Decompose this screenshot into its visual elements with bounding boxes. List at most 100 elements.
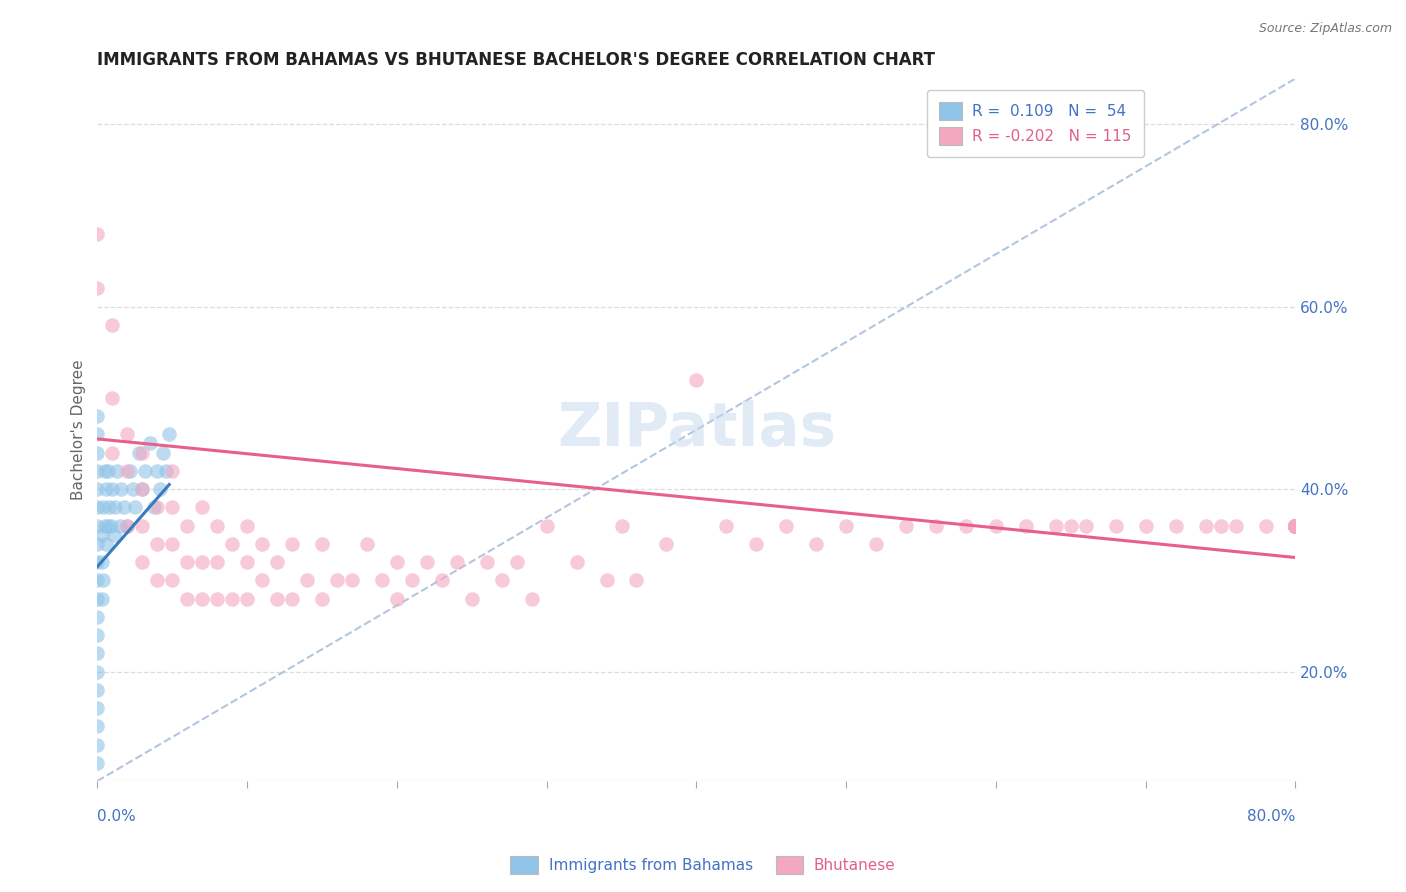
Point (340, 574, 363, 588)
Point (835, 518, 858, 533)
Point (281, 537, 304, 551)
Point (205, 591, 228, 606)
Point (90, 555, 112, 569)
Point (86, 227, 108, 241)
Point (110, 482, 132, 496)
Point (1284, 518, 1306, 533)
Point (155, 464, 177, 478)
Point (191, 591, 214, 606)
Point (146, 537, 169, 551)
Point (96, 537, 118, 551)
Point (1284, 518, 1306, 533)
Point (491, 574, 513, 588)
Point (149, 482, 172, 496)
Point (1284, 518, 1306, 533)
Point (221, 591, 243, 606)
Point (86, 738, 108, 752)
Point (86, 500, 108, 515)
Point (146, 574, 169, 588)
Point (98, 500, 121, 515)
Point (103, 527, 125, 541)
Point (250, 574, 273, 588)
Point (86, 445, 108, 459)
Point (385, 555, 408, 569)
Point (371, 574, 394, 588)
Point (416, 555, 439, 569)
Point (236, 518, 259, 533)
Point (1284, 518, 1306, 533)
Point (716, 518, 738, 533)
Point (520, 591, 543, 606)
Point (1284, 518, 1306, 533)
Point (281, 591, 304, 606)
Point (221, 537, 243, 551)
Point (430, 574, 453, 588)
Point (626, 574, 648, 588)
Point (117, 464, 139, 478)
Point (1194, 518, 1216, 533)
Point (160, 537, 183, 551)
Point (461, 591, 484, 606)
Point (86, 281, 108, 295)
Point (595, 574, 617, 588)
Point (266, 555, 288, 569)
Point (1284, 518, 1306, 533)
Point (385, 591, 408, 606)
Point (1284, 518, 1306, 533)
Point (356, 537, 378, 551)
Point (1284, 518, 1306, 533)
Point (86, 537, 108, 551)
Point (131, 518, 153, 533)
Point (86, 574, 108, 588)
Text: ZIPatlas: ZIPatlas (557, 401, 837, 459)
Point (250, 537, 273, 551)
Text: Source: ZipAtlas.com: Source: ZipAtlas.com (1258, 22, 1392, 36)
Point (86, 719, 108, 733)
Point (143, 500, 166, 515)
Point (685, 373, 707, 387)
Point (117, 427, 139, 442)
Point (1105, 518, 1128, 533)
Point (139, 436, 162, 450)
Point (86, 756, 108, 770)
Point (565, 555, 588, 569)
Legend: R =  0.109   N =  54, R = -0.202   N = 115: R = 0.109 N = 54, R = -0.202 N = 115 (927, 90, 1144, 157)
Point (311, 537, 333, 551)
Point (1284, 518, 1306, 533)
Point (475, 555, 498, 569)
Point (865, 537, 887, 551)
Point (146, 500, 169, 515)
Point (157, 427, 180, 442)
Point (117, 518, 139, 533)
Point (124, 500, 146, 515)
Point (1284, 518, 1306, 533)
Point (146, 464, 169, 478)
Point (1284, 518, 1306, 533)
Point (86, 609, 108, 624)
Point (86, 518, 108, 533)
Point (745, 537, 768, 551)
Point (86, 665, 108, 679)
Point (131, 445, 153, 459)
Point (1284, 518, 1306, 533)
Point (505, 555, 527, 569)
Point (1284, 518, 1306, 533)
Point (446, 555, 468, 569)
Legend: Immigrants from Bahamas, Bhutanese: Immigrants from Bahamas, Bhutanese (505, 850, 901, 880)
Point (1284, 518, 1306, 533)
Point (775, 518, 797, 533)
Point (806, 537, 828, 551)
Point (984, 518, 1007, 533)
Point (925, 518, 948, 533)
Point (610, 518, 633, 533)
Point (122, 482, 145, 496)
Point (93, 574, 115, 588)
Point (1284, 518, 1306, 533)
Point (97, 464, 120, 478)
Point (1284, 518, 1306, 533)
Point (94, 518, 117, 533)
Y-axis label: Bachelor's Degree: Bachelor's Degree (72, 359, 86, 500)
Point (1284, 518, 1306, 533)
Point (128, 445, 150, 459)
Point (1284, 518, 1306, 533)
